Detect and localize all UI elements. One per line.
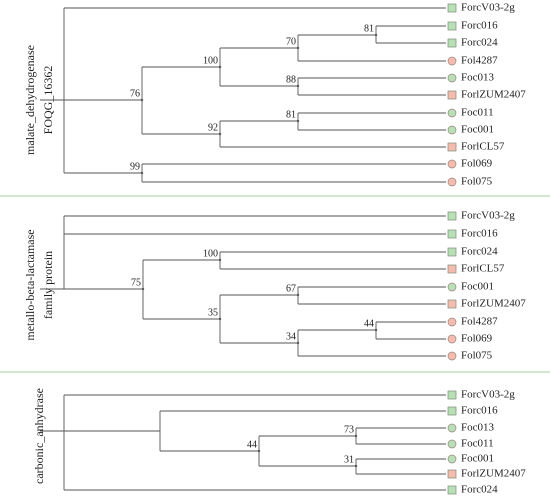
- leaf-marker: [447, 351, 457, 361]
- leaf-label: ForcV03-2g: [461, 389, 515, 401]
- leaf-label: Forc016: [461, 228, 498, 240]
- gene-label: FOQG_16362: [41, 66, 55, 135]
- tree-branches: [40, 215, 446, 357]
- gene-label: metallo-beta-lactamase: [23, 229, 37, 340]
- gene-label: carbonic_anhydrase: [32, 388, 46, 484]
- leaf-marker: [447, 21, 457, 31]
- leaf-marker: [447, 406, 457, 416]
- node-dot: [257, 449, 261, 453]
- leaf-label: Foc001: [461, 453, 494, 465]
- leaf-label: Fol075: [461, 350, 493, 362]
- leaf-marker: [447, 211, 457, 221]
- support-value: 44: [247, 439, 257, 450]
- leaf-label: ForcV03-2g: [461, 2, 515, 14]
- leaf-marker: [447, 334, 457, 344]
- leaf-label: ForcV03-2g: [461, 210, 515, 222]
- gene-label: family protein: [41, 251, 55, 319]
- leaf-marker: [447, 56, 457, 66]
- leaf-label: ForlZUM2407: [461, 89, 526, 101]
- node-dot: [296, 46, 300, 50]
- leaf-marker: [447, 299, 457, 309]
- leaf-marker: [447, 317, 457, 327]
- node-dot: [374, 328, 378, 332]
- leaf-marker: [447, 282, 457, 292]
- node-dot: [218, 258, 222, 262]
- gene-label: malate_dehydrogenase: [23, 45, 37, 155]
- support-value: 73: [344, 424, 354, 435]
- leaf-marker: [447, 264, 457, 274]
- node-dot: [218, 317, 222, 321]
- node-dot: [354, 434, 358, 438]
- leaf-label: Foc011: [461, 107, 494, 119]
- support-value: 81: [286, 109, 296, 120]
- leaf-label: Fol4287: [461, 316, 498, 328]
- leaf-label: Fol075: [461, 176, 493, 188]
- support-value: 35: [208, 307, 218, 318]
- leaf-label: Fol4287: [461, 55, 498, 67]
- leaf-label: Foc013: [461, 422, 495, 434]
- support-value: 100: [203, 55, 218, 66]
- leaf-marker: [447, 142, 457, 152]
- support-value: 81: [364, 23, 374, 34]
- node-dot: [296, 119, 300, 123]
- support-value: 99: [130, 161, 140, 172]
- leaf-marker: [447, 38, 457, 48]
- leaf-label: Forc024: [461, 484, 498, 496]
- leaf-label: Foc013: [461, 72, 495, 84]
- leaf-marker: [447, 469, 457, 479]
- leaf-marker: [447, 73, 457, 83]
- leaf-label: Foc001: [461, 124, 494, 136]
- node-dot: [296, 341, 300, 345]
- support-value: 44: [364, 318, 374, 329]
- leaf-marker: [447, 3, 457, 13]
- support-value: 92: [208, 122, 218, 133]
- support-value: 31: [344, 454, 354, 465]
- support-value: 88: [286, 74, 296, 85]
- node-dot: [354, 464, 358, 468]
- leaf-marker: [447, 439, 457, 449]
- node-dot: [218, 65, 222, 69]
- support-value: 34: [286, 331, 296, 342]
- support-value: 76: [130, 88, 140, 99]
- tree-branches: [40, 7, 446, 183]
- leaf-label: Forc024: [461, 246, 498, 258]
- leaf-label: Fol069: [461, 333, 493, 345]
- leaf-label: Forc016: [461, 405, 498, 417]
- node-dot: [296, 293, 300, 297]
- leaf-marker: [447, 90, 457, 100]
- node-dot: [218, 132, 222, 136]
- leaf-marker: [447, 177, 457, 187]
- support-value: 70: [286, 36, 296, 47]
- leaf-marker: [447, 247, 457, 257]
- node-dot: [140, 171, 144, 175]
- leaf-marker: [447, 454, 457, 464]
- node-dot: [296, 84, 300, 88]
- leaf-marker: [447, 125, 457, 135]
- leaf-marker: [447, 108, 457, 118]
- support-value: 67: [286, 283, 296, 294]
- node-dot: [374, 33, 378, 37]
- leaf-label: ForlCL57: [461, 263, 505, 275]
- node-dot: [141, 287, 145, 291]
- leaf-marker: [447, 423, 457, 433]
- leaf-label: ForlZUM2407: [461, 468, 526, 480]
- support-value: 75: [131, 277, 141, 288]
- leaf-label: ForlCL57: [461, 141, 505, 153]
- leaf-marker: [447, 159, 457, 169]
- leaf-label: Forc024: [461, 37, 498, 49]
- leaf-marker: [447, 229, 457, 239]
- node-dot: [140, 98, 144, 102]
- support-value: 100: [203, 248, 218, 259]
- leaf-label: ForlZUM2407: [461, 298, 526, 310]
- leaf-label: Forc016: [461, 20, 498, 32]
- leaf-label: Fol069: [461, 158, 493, 170]
- tree-branches: [40, 394, 446, 491]
- leaf-label: Foc011: [461, 438, 494, 450]
- leaf-marker: [447, 485, 457, 495]
- leaf-marker: [447, 390, 457, 400]
- leaf-label: Foc001: [461, 281, 494, 293]
